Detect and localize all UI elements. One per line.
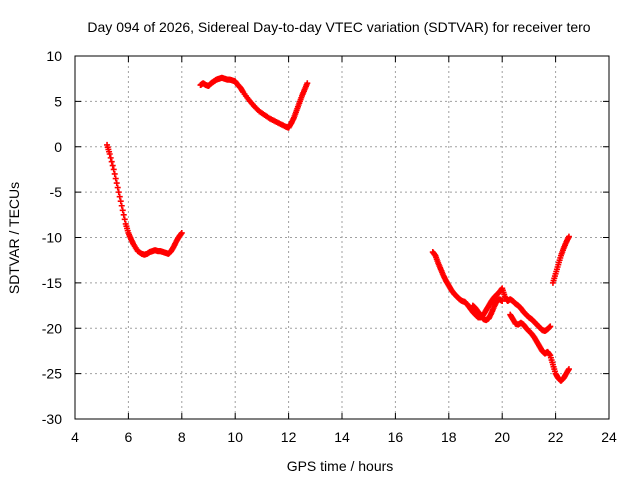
data-point: [118, 202, 125, 209]
data-point: [304, 80, 311, 87]
y-tick-label: -5: [50, 184, 63, 200]
series-segment-5: [507, 311, 572, 384]
y-tick-label: -20: [42, 320, 62, 336]
series-segment-4: [469, 296, 506, 324]
y-tick-label: -25: [42, 366, 62, 382]
data-point: [120, 211, 127, 218]
series-segment-2: [197, 74, 311, 131]
data-point: [119, 207, 126, 214]
data-point: [110, 166, 117, 173]
x-tick-label: 22: [548, 429, 564, 445]
y-axis-label: SDTVAR / TECUs: [6, 182, 22, 294]
data-point: [112, 175, 119, 182]
data-point: [113, 180, 120, 187]
data-point: [107, 154, 114, 161]
data-point: [117, 198, 124, 205]
y-tick-label: 10: [46, 48, 62, 64]
y-tick-label: 0: [54, 139, 62, 155]
data-point: [116, 193, 123, 200]
data-points: [104, 74, 572, 384]
x-tick-label: 12: [281, 429, 297, 445]
x-tick-label: 16: [388, 429, 404, 445]
chart-title: Day 094 of 2026, Sidereal Day-to-day VTE…: [87, 19, 590, 35]
y-tick-label: 5: [54, 93, 62, 109]
x-tick-label: 14: [334, 429, 350, 445]
y-tick-label: -15: [42, 275, 62, 291]
data-point: [114, 184, 121, 191]
y-tick-label: -30: [42, 411, 62, 427]
series-segment-6: [549, 233, 572, 286]
x-axis-label: GPS time / hours: [287, 458, 394, 474]
data-point: [121, 216, 128, 223]
grid: [75, 56, 609, 419]
data-point: [109, 162, 116, 169]
axis-ticks: [74, 55, 610, 420]
data-point: [178, 229, 185, 236]
x-tick-label: 20: [494, 429, 510, 445]
x-tick-label: 18: [441, 429, 457, 445]
x-tick-label: 8: [178, 429, 186, 445]
data-point: [565, 366, 572, 373]
data-point: [108, 158, 115, 165]
data-point: [499, 298, 506, 305]
data-point: [115, 189, 122, 196]
x-tick-label: 6: [125, 429, 133, 445]
y-tick-labels: -30 -25 -20 -15 -10 -5 0 5 10: [42, 48, 62, 427]
data-point: [565, 233, 572, 240]
x-tick-label: 4: [71, 429, 79, 445]
series-segment-1: [104, 141, 185, 258]
x-tick-label: 10: [227, 429, 243, 445]
data-point: [547, 323, 554, 330]
x-tick-label: 24: [601, 429, 617, 445]
data-point: [111, 170, 118, 177]
x-tick-labels: 4 6 8 10 12 14 16 18 20 22 24: [71, 429, 617, 445]
y-tick-label: -10: [42, 230, 62, 246]
data-point: [106, 151, 113, 158]
